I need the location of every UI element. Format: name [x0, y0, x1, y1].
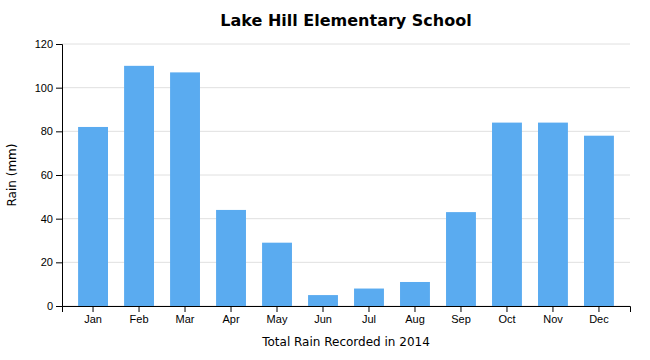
x-tick-label: Dec — [589, 313, 609, 325]
y-tick-label: 80 — [41, 125, 53, 137]
y-tick-label: 120 — [35, 38, 53, 50]
x-tick-label: Jan — [84, 313, 102, 325]
y-tick: 120 — [35, 38, 62, 50]
title: Lake Hill Elementary School — [220, 11, 471, 30]
x-tick: Apr — [222, 306, 239, 325]
x-tick: May — [267, 306, 288, 325]
y-tick-label: 0 — [47, 300, 53, 312]
y-axis-title: Rain (mm) — [5, 144, 19, 207]
x-tick: Jun — [314, 306, 332, 325]
x-tick-label: May — [267, 313, 288, 325]
chart-container: Jan Feb Mar Apr May Jun Jul Aug Sep Oct Nov Dec 0 20 4… — [0, 0, 650, 360]
x-tick: Jul — [362, 306, 376, 325]
y-tick-mark — [56, 219, 62, 220]
y-tick-mark — [56, 88, 62, 89]
x-tick-label: Oct — [498, 313, 515, 325]
bar — [354, 289, 384, 306]
x-tick-mark — [598, 306, 599, 312]
x-tick-mark — [277, 306, 278, 312]
x-tick-label: Aug — [405, 313, 425, 325]
x-tick: Feb — [130, 306, 149, 325]
x-tick-mark — [368, 306, 369, 312]
y-tick-label: 40 — [41, 213, 53, 225]
x-tick-mark — [231, 306, 232, 312]
x-tick: Oct — [498, 306, 515, 325]
y-tick-label: 60 — [41, 169, 53, 181]
x-axis-title: Total Rain Recorded in 2014 — [261, 335, 430, 349]
y-tick-mark — [56, 44, 62, 45]
x-tick-label: Nov — [543, 313, 563, 325]
x-tick: Sep — [451, 306, 471, 325]
bar — [124, 66, 154, 306]
bar — [492, 123, 522, 306]
bar — [78, 127, 108, 306]
bar — [584, 136, 614, 306]
x-axis: Jan Feb Mar Apr May Jun Jul Aug Sep Oct Nov Dec — [63, 306, 631, 325]
y-tick-label: 100 — [35, 82, 53, 94]
x-tick-mark — [506, 306, 507, 312]
x-tick: Jan — [84, 306, 102, 325]
y-tick-label: 20 — [41, 256, 53, 268]
y-axis-line — [56, 45, 63, 307]
bar — [216, 210, 246, 306]
x-tick-mark — [414, 306, 415, 312]
x-tick-mark — [460, 306, 461, 312]
x-tick: Nov — [543, 306, 563, 325]
y-axis: 0 20 40 60 80 100 120 — [35, 38, 63, 312]
bar — [446, 212, 476, 306]
bars — [78, 66, 614, 306]
bar — [262, 243, 292, 306]
y-tick: 80 — [41, 125, 62, 137]
bar — [170, 72, 200, 306]
y-tick: 40 — [41, 213, 62, 225]
x-tick-mark — [185, 306, 186, 312]
y-tick-mark — [56, 175, 62, 176]
x-tick-label: Apr — [222, 313, 239, 325]
grid-line — [62, 44, 630, 45]
x-tick-mark — [552, 306, 553, 312]
plot-area: Jan Feb Mar Apr May Jun Jul Aug Sep Oct Nov Dec 0 20 4… — [35, 38, 631, 325]
y-tick: 0 — [47, 300, 62, 312]
x-tick-label: Sep — [451, 313, 471, 325]
x-tick-label: Mar — [176, 313, 195, 325]
x-tick-label: Feb — [130, 313, 149, 325]
y-tick: 60 — [41, 169, 62, 181]
x-tick-label: Jul — [362, 313, 376, 325]
bar — [400, 282, 430, 306]
y-tick-mark — [56, 131, 62, 132]
x-tick-label: Jun — [314, 313, 332, 325]
bar — [538, 123, 568, 306]
y-tick: 20 — [41, 256, 62, 268]
x-tick: Dec — [589, 306, 609, 325]
x-tick-mark — [93, 306, 94, 312]
y-tick-mark — [56, 262, 62, 263]
bar — [308, 295, 338, 306]
x-tick-mark — [323, 306, 324, 312]
x-tick: Mar — [176, 306, 195, 325]
y-tick: 100 — [35, 82, 62, 94]
y-tick-mark — [56, 306, 62, 307]
chart-svg: Jan Feb Mar Apr May Jun Jul Aug Sep Oct Nov Dec 0 20 4… — [0, 0, 650, 360]
x-tick-mark — [139, 306, 140, 312]
grid — [62, 44, 630, 306]
x-axis-line — [63, 307, 631, 313]
x-tick: Aug — [405, 306, 425, 325]
